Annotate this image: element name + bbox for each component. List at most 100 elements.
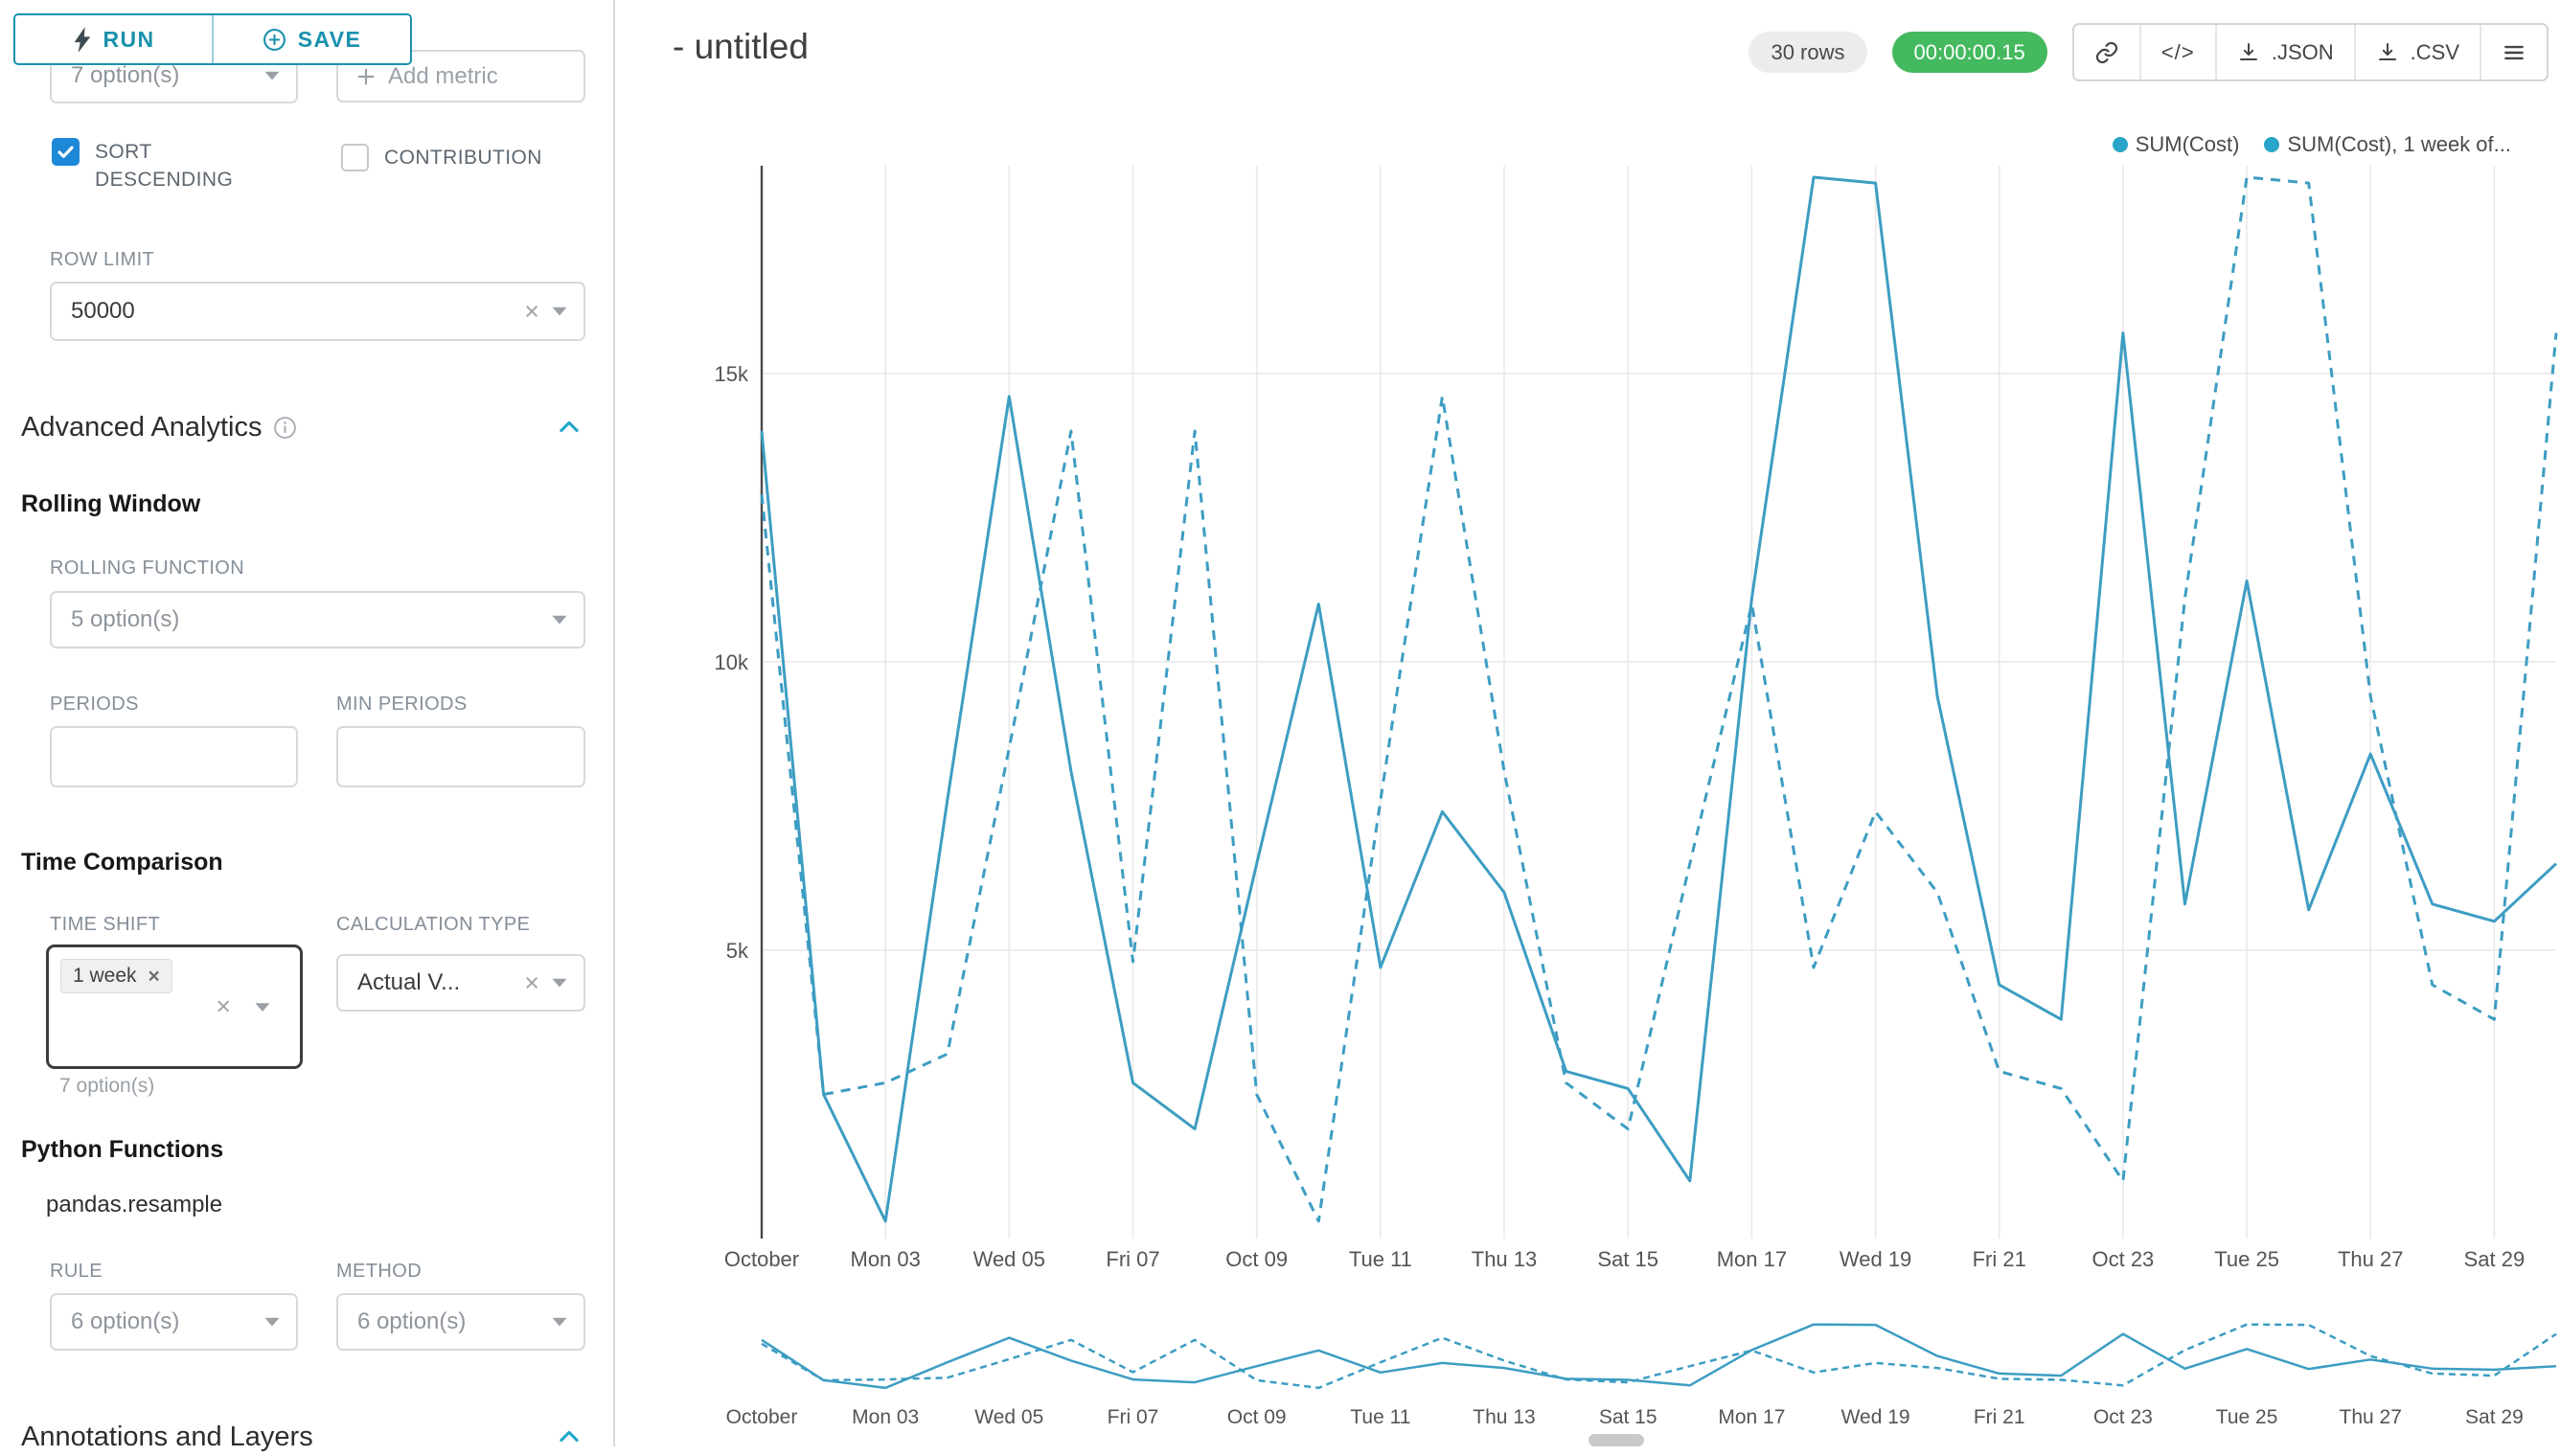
run-button[interactable]: RUN (15, 15, 212, 63)
save-button[interactable]: SAVE (214, 15, 410, 63)
svg-text:October: October (726, 1406, 798, 1428)
chevron-up-icon (560, 1430, 579, 1443)
rule-select[interactable]: 6 option(s) (50, 1293, 298, 1351)
download-icon (2239, 42, 2257, 60)
main-chart[interactable]: 5k 10k 15k October Mon 03 Wed 05 Fri 07 Oct 09 T… (615, 144, 2560, 1284)
legend-label: SUM(Cost), 1 week of... (2287, 132, 2511, 156)
rolling-function-select[interactable]: 5 option(s) (50, 591, 585, 648)
mini-chart-brush[interactable]: October Mon 03 Wed 05 Fri 07 Oct 09 Tue 11 Thu… (615, 1308, 2560, 1447)
rolling-window-title: Rolling Window (21, 490, 201, 517)
collapse-section-button[interactable] (550, 1418, 588, 1456)
svg-text:Oct 09: Oct 09 (1225, 1247, 1288, 1271)
check-icon (57, 146, 74, 158)
python-functions-title: Python Functions (21, 1136, 224, 1163)
calculation-type-value: Actual V... (357, 969, 461, 995)
advanced-analytics-section-header[interactable]: Advanced Analytics (21, 408, 588, 446)
svg-text:Tue 11: Tue 11 (1350, 1406, 1410, 1428)
caret-down-icon (264, 1317, 280, 1327)
rolling-function-value: 5 option(s) (71, 606, 180, 632)
row-limit-label: ROW LIMIT (50, 249, 155, 270)
caret-down-icon (264, 71, 280, 80)
pandas-resample-label: pandas.resample (46, 1192, 223, 1217)
info-icon (274, 416, 297, 439)
time-shift-select[interactable]: 1 week × × (46, 944, 303, 1069)
time-shift-label: TIME SHIFT (50, 914, 161, 935)
svg-text:Tue 25: Tue 25 (2216, 1406, 2278, 1428)
export-json-button[interactable]: .JSON (2214, 25, 2354, 80)
annotations-section-header[interactable]: Annotations and Layers (21, 1418, 588, 1456)
svg-text:Sat 15: Sat 15 (1599, 1406, 1657, 1428)
annotations-title: Annotations and Layers (21, 1421, 313, 1452)
min-periods-label: MIN PERIODS (336, 694, 468, 715)
svg-text:Mon 03: Mon 03 (851, 1247, 921, 1271)
save-button-label: SAVE (297, 26, 362, 52)
svg-text:Tue 25: Tue 25 (2214, 1247, 2279, 1271)
export-csv-button[interactable]: .CSV (2353, 25, 2480, 80)
add-metric-label: Add metric (388, 62, 498, 89)
chart-header-actions: 30 rows 00:00:00.15 </> .JSON .CSV (1749, 23, 2549, 81)
run-save-toolbar: RUN SAVE (13, 13, 412, 65)
advanced-analytics-title: Advanced Analytics (21, 411, 263, 443)
svg-text:Fri 21: Fri 21 (1974, 1406, 2025, 1428)
sort-descending-checkbox[interactable]: SORT DESCENDING (52, 138, 320, 193)
time-shift-controls: × (216, 991, 271, 1021)
clear-icon[interactable]: × (216, 991, 231, 1021)
export-button-group: </> .JSON .CSV (2071, 23, 2549, 81)
toolbar-divider (212, 15, 214, 63)
svg-text:October: October (724, 1247, 799, 1271)
code-icon: </> (2160, 39, 2195, 64)
svg-text:Oct 09: Oct 09 (1227, 1406, 1287, 1428)
run-button-label: RUN (103, 26, 155, 52)
lightning-icon (74, 26, 90, 53)
svg-text:Thu 13: Thu 13 (1472, 1247, 1538, 1271)
svg-text:Fri 21: Fri 21 (1973, 1247, 2026, 1271)
scroll-handle[interactable] (1589, 1434, 1644, 1446)
svg-text:Wed 05: Wed 05 (974, 1406, 1043, 1428)
svg-text:Fri 07: Fri 07 (1106, 1247, 1159, 1271)
legend-dot-icon (2112, 137, 2128, 152)
export-json-label: .JSON (2271, 39, 2334, 64)
time-shift-tag: 1 week × (60, 959, 172, 993)
add-metric-button[interactable]: Add metric (336, 50, 585, 102)
clear-icon[interactable]: × (524, 296, 539, 326)
periods-input[interactable] (50, 726, 298, 787)
row-limit-value: 50000 (71, 298, 135, 324)
time-shift-hint: 7 option(s) (59, 1075, 155, 1097)
contribution-checkbox[interactable]: CONTRIBUTION (341, 144, 609, 171)
svg-text:Thu 13: Thu 13 (1473, 1406, 1535, 1428)
link-icon (2095, 41, 2117, 63)
chart-panel: - untitled 30 rows 00:00:00.15 </> .JSON… (615, 0, 2560, 1446)
calculation-type-select[interactable]: Actual V... × (336, 954, 585, 1012)
hamburger-icon (2504, 45, 2524, 59)
chevron-up-icon (560, 421, 579, 433)
row-limit-select[interactable]: 50000 × (50, 282, 585, 341)
plus-icon (357, 68, 375, 84)
method-value: 6 option(s) (357, 1308, 467, 1334)
row-count-badge: 30 rows (1749, 32, 1867, 73)
legend-item-sum-cost-offset[interactable]: SUM(Cost), 1 week of... (2264, 132, 2511, 157)
svg-text:Mon 03: Mon 03 (852, 1406, 919, 1428)
clear-icon[interactable]: × (524, 967, 539, 997)
svg-text:Mon 17: Mon 17 (1718, 1406, 1785, 1428)
method-select[interactable]: 6 option(s) (336, 1293, 585, 1351)
svg-text:Wed 19: Wed 19 (1840, 1247, 1911, 1271)
chart-legend: SUM(Cost) SUM(Cost), 1 week of... (2112, 132, 2511, 157)
svg-text:Sat 29: Sat 29 (2464, 1247, 2526, 1271)
share-link-button[interactable] (2074, 25, 2139, 80)
download-icon (2378, 42, 2396, 60)
svg-text:Mon 17: Mon 17 (1717, 1247, 1787, 1271)
rule-label: RULE (50, 1261, 103, 1282)
collapse-section-button[interactable] (550, 408, 588, 446)
legend-item-sum-cost[interactable]: SUM(Cost) (2112, 132, 2239, 157)
min-periods-input[interactable] (336, 726, 585, 787)
menu-button[interactable] (2480, 25, 2547, 80)
rolling-function-label: ROLLING FUNCTION (50, 557, 245, 579)
remove-tag-icon[interactable]: × (148, 965, 160, 988)
chart-title[interactable]: - untitled (673, 27, 809, 66)
contribution-label: CONTRIBUTION (384, 147, 542, 169)
checkbox-checked (52, 138, 80, 166)
svg-text:Tue 11: Tue 11 (1349, 1247, 1412, 1271)
caret-down-icon[interactable] (254, 1001, 271, 1012)
embed-code-button[interactable]: </> (2138, 25, 2215, 80)
svg-text:Wed 05: Wed 05 (973, 1247, 1045, 1271)
